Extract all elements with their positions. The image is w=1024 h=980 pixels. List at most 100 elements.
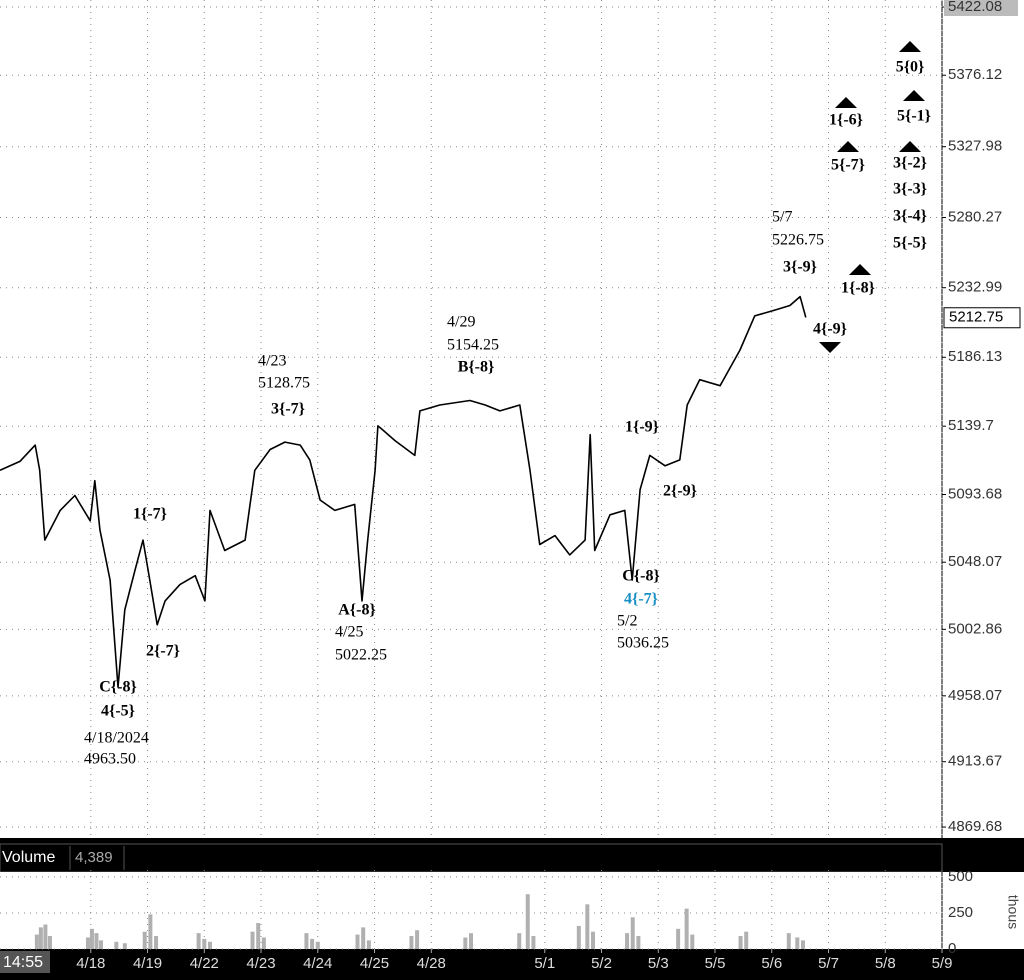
- volume-bar: [469, 933, 473, 949]
- wave-label: 4/29: [447, 314, 475, 331]
- x-tick-label: 4/22: [190, 955, 219, 972]
- arrow-up: [899, 41, 921, 52]
- y-tick-label: 4869.68: [948, 818, 1002, 835]
- volume-bar: [304, 933, 309, 949]
- arrow-up: [837, 141, 859, 152]
- volume-bar: [795, 937, 800, 949]
- wave-label: 1{-8}: [841, 280, 875, 297]
- wave-label: C{-8}: [622, 568, 660, 585]
- volume-bar: [415, 930, 420, 949]
- arrow-down: [819, 342, 841, 353]
- y-tick-label: 0: [948, 940, 956, 957]
- volume-bar: [630, 917, 635, 949]
- volume-bar: [585, 904, 590, 949]
- volume-bar: [256, 923, 261, 949]
- y-tick-label: 5093.68: [948, 485, 1002, 502]
- volume-bar: [34, 934, 39, 949]
- volume-bar: [315, 941, 320, 949]
- volume-bar: [207, 941, 212, 949]
- x-tick-label: 4/24: [303, 955, 332, 972]
- wave-label: 1{-7}: [133, 506, 167, 523]
- wave-label: 4/18/2024: [84, 730, 149, 747]
- wave-label: 3{-2}: [893, 155, 927, 172]
- wave-label: 4/25: [335, 624, 363, 641]
- x-tick-label: 4/18: [76, 955, 105, 972]
- wave-label: 4{-9}: [813, 321, 847, 338]
- volume-bar: [355, 934, 360, 949]
- x-tick-label: 5/6: [761, 955, 782, 972]
- price-axis-panel: [942, 0, 1024, 838]
- volume-bar: [738, 936, 743, 949]
- arrow-up: [903, 90, 925, 101]
- wave-label: 5/2: [617, 613, 637, 630]
- y-tick-label: 5327.98: [948, 138, 1002, 155]
- wave-label: 5154.25: [447, 337, 499, 354]
- y-tick-label: 5280.27: [948, 208, 1002, 225]
- wave-label: 4{-5}: [101, 703, 135, 720]
- volume-current: 4,389: [75, 849, 113, 866]
- volume-bar: [636, 936, 641, 949]
- wave-label: 3{-9}: [783, 259, 817, 276]
- last-value-box: [943, 307, 1021, 329]
- volume-bar: [684, 908, 689, 949]
- volume-bar: [690, 934, 695, 949]
- y-tick-label: 250: [948, 904, 973, 921]
- x-tick-label: 4/28: [417, 955, 446, 972]
- volume-bar: [531, 936, 536, 949]
- volume-bar: [47, 936, 52, 949]
- wave-label: 5128.75: [258, 375, 310, 392]
- volume-bar: [142, 931, 147, 949]
- wave-label: 5{-1}: [897, 108, 931, 125]
- wave-label: 4{-7}: [624, 591, 658, 608]
- volume-bar: [85, 937, 90, 949]
- volume-bar: [366, 940, 371, 949]
- x-tick-label: 5/8: [875, 955, 896, 972]
- x-tick-label: 5/3: [648, 955, 669, 972]
- volume-bar: [99, 940, 104, 949]
- wave-label: 1{-6}: [829, 112, 863, 129]
- y-tick-label: 5186.13: [948, 348, 1002, 365]
- x-tick-label: 5/7: [818, 955, 839, 972]
- volume-bar: [38, 927, 43, 949]
- y-tick-label: 5376.12: [948, 66, 1002, 83]
- wave-label: 2{-7}: [146, 643, 180, 660]
- wave-label: 4/23: [258, 353, 286, 370]
- volume-bar: [517, 933, 522, 949]
- volume-bar: [154, 936, 159, 949]
- y-tick-label: 4958.07: [948, 687, 1002, 704]
- y-tick-label: 5139.7: [948, 417, 994, 434]
- volume-bar: [250, 931, 255, 949]
- volume-bar: [525, 894, 530, 949]
- last-value-label: 5212.75: [949, 309, 1003, 326]
- x-tick-label: 5/1: [534, 955, 555, 972]
- tick-label-box: [944, 0, 1018, 17]
- wave-label: 5/7: [772, 209, 792, 226]
- volume-bar: [94, 933, 99, 949]
- volume-bar: [800, 940, 805, 949]
- price-line: [0, 295, 807, 688]
- time-box: [0, 951, 50, 973]
- volume-bar: [202, 938, 207, 949]
- volume-bar: [591, 931, 596, 949]
- y-tick-label: 5002.86: [948, 620, 1002, 637]
- x-tick-label: 4/19: [133, 955, 162, 972]
- wave-label: C{-8}: [99, 679, 137, 696]
- volume-bar: [744, 931, 749, 949]
- wave-label: 5036.25: [617, 635, 669, 652]
- volume-title: Volume: [2, 849, 55, 866]
- x-tick-label: 5/9: [932, 955, 953, 972]
- volume-bar: [114, 941, 119, 949]
- volume-bar: [43, 924, 48, 949]
- wave-label: 5{-5}: [893, 235, 927, 252]
- x-tick-label: 4/23: [246, 955, 275, 972]
- volume-bar: [676, 928, 681, 949]
- wave-label: 5022.25: [335, 647, 387, 664]
- arrow-up: [849, 264, 871, 275]
- y-tick-label: 5232.99: [948, 279, 1002, 296]
- x-tick-label: 5/2: [591, 955, 612, 972]
- volume-axis-panel: [942, 872, 1024, 949]
- volume-bar: [261, 937, 266, 949]
- y-tick-label: 500: [948, 868, 973, 885]
